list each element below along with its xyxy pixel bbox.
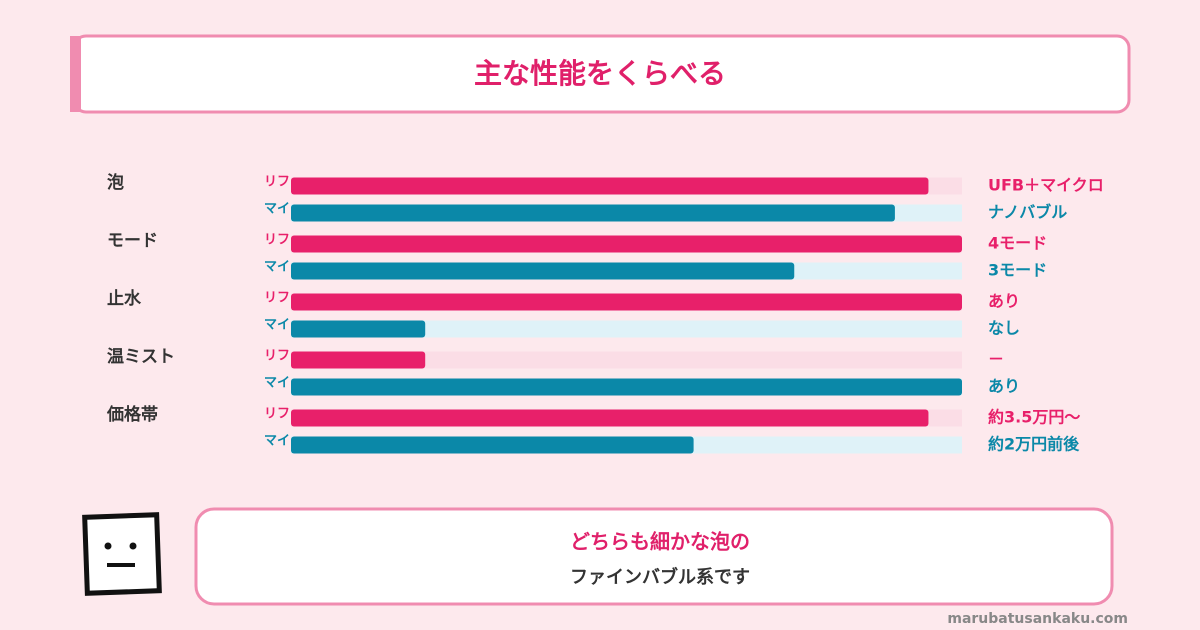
series-label: リフ (264, 407, 290, 422)
series-label: マイ (264, 318, 290, 333)
face-icon (82, 512, 162, 596)
series-label: リフ (264, 349, 290, 364)
value-label: あり (988, 377, 1020, 396)
annotation: どちらも細かな泡の (570, 530, 750, 554)
bar (291, 409, 929, 427)
annotation: ファインバブル系です (570, 566, 750, 588)
bar-track (291, 351, 962, 369)
series-label: リフ (264, 291, 290, 306)
series-label: マイ (264, 202, 290, 217)
bar (291, 262, 795, 280)
category-label: 泡 (107, 172, 124, 193)
value-label: なし (988, 319, 1020, 338)
value-label: 3モード (988, 261, 1047, 280)
bar (291, 378, 962, 396)
bar (291, 177, 929, 195)
series-label: リフ (264, 233, 290, 248)
bar (291, 436, 694, 454)
value-label: あり (988, 292, 1020, 311)
category-label: 温ミスト (107, 347, 175, 367)
series-label: マイ (264, 376, 290, 391)
category-label: 価格帯 (106, 404, 158, 425)
value-label: － (988, 350, 1004, 369)
bar (291, 235, 962, 253)
series-label: リフ (264, 175, 290, 190)
series-label: マイ (264, 434, 290, 449)
bar (291, 293, 962, 311)
chart-title: 主な性能をくらべる (474, 57, 726, 90)
value-label: ナノバブル (988, 203, 1067, 222)
category-label: 止水 (107, 288, 142, 309)
speech-box (194, 507, 1114, 606)
category-label: モード (107, 231, 158, 251)
value-label: 4モード (988, 234, 1047, 253)
source: marubatusankaku.com (947, 611, 1128, 627)
bar-track (291, 320, 962, 338)
bar (291, 351, 426, 369)
value-label: 約3.5万円～ (988, 408, 1080, 427)
title-accent (70, 36, 81, 112)
bar (291, 320, 426, 338)
bar (291, 204, 895, 222)
value-label: 約2万円前後 (988, 435, 1080, 454)
value-label: UFB＋マイクロ (988, 176, 1104, 195)
series-label: マイ (264, 260, 290, 275)
